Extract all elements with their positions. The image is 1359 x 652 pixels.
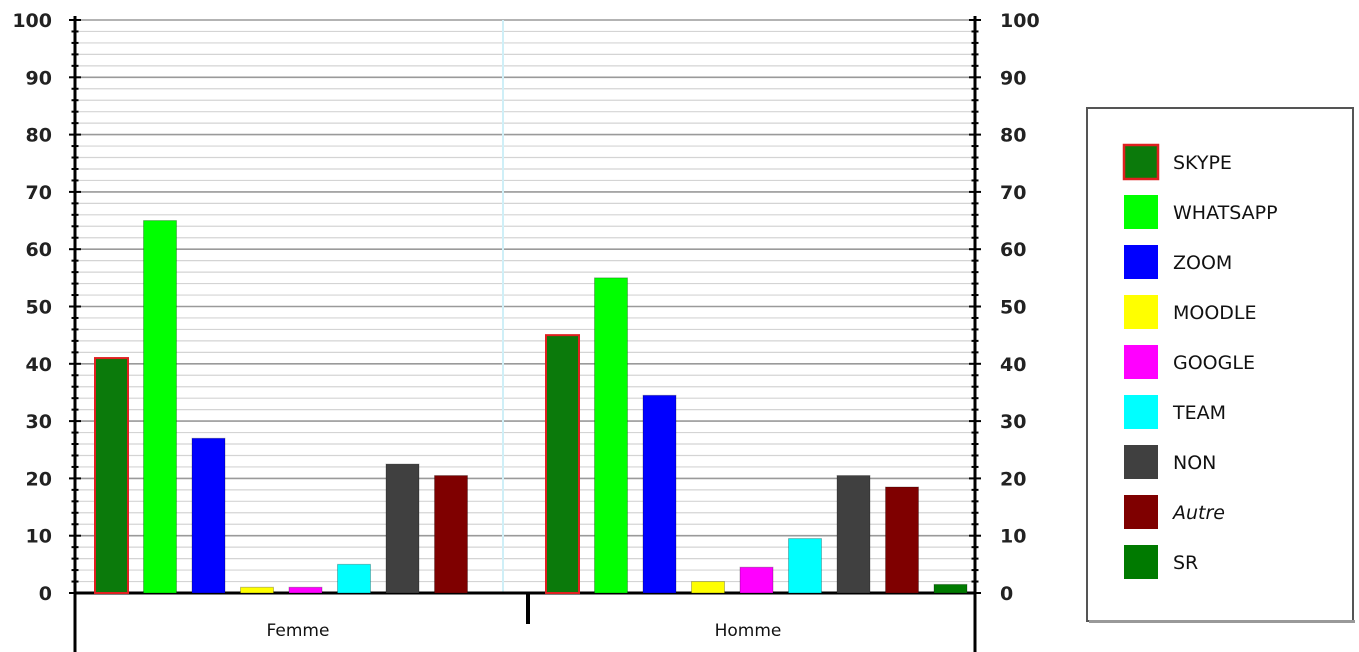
bar-non-femme (385, 463, 420, 594)
y-tick-label-left: 70 (26, 182, 52, 204)
bar-zoom-femme (191, 437, 226, 594)
bar-non-homme (836, 475, 871, 594)
y-tick-label-left: 60 (26, 239, 52, 261)
bar-whatsapp-femme (143, 220, 177, 594)
y-tick-label-right: 60 (1000, 239, 1026, 261)
y-tick-label-right: 70 (1000, 182, 1026, 204)
tick-labels: 0 0 10 10 20 20 30 30 40 40 50 50 60 60 70 70 80 80 90 90 10… (12, 10, 1039, 641)
legend-swatch-sr (1124, 545, 1158, 579)
y-tick-label-right: 80 (1000, 125, 1026, 147)
y-tick-label-left: 20 (26, 468, 52, 490)
legend-label-non: NON (1173, 452, 1216, 474)
legend-label-autre: Autre (1171, 502, 1225, 524)
legend-box-shadow (1089, 620, 1355, 623)
y-tick-label-left: 40 (26, 354, 52, 376)
y-tick-label-left: 80 (26, 125, 52, 147)
legend-label-sr: SR (1173, 552, 1198, 574)
bar-moodle-homme (691, 581, 725, 594)
y-tick-label-left: 30 (26, 411, 52, 433)
legend-label-whatsapp: WHATSAPP (1173, 202, 1278, 224)
legend-swatch-zoom (1124, 245, 1158, 279)
bar-skype-femme (94, 357, 129, 594)
y-tick-label-left: 100 (12, 10, 52, 32)
y-tick-label-right: 40 (1000, 354, 1026, 376)
legend-swatch-non (1124, 445, 1158, 479)
bar-skype-homme (545, 334, 580, 594)
legend-label-team: TEAM (1172, 402, 1226, 424)
x-category-label: Femme (267, 621, 330, 641)
y-tick-label-right: 10 (1000, 526, 1026, 548)
y-tick-label-right: 30 (1000, 411, 1026, 433)
legend-swatch-whatsapp (1124, 195, 1158, 229)
y-tick-label-right: 90 (1000, 67, 1026, 89)
bars (94, 220, 968, 594)
y-tick-label-left: 10 (26, 526, 52, 548)
y-tick-label-right: 100 (1000, 10, 1040, 32)
legend-swatch-autre (1124, 495, 1158, 529)
y-tick-label-left: 0 (39, 583, 52, 605)
bar-google-femme (288, 586, 323, 594)
x-category-label: Homme (715, 621, 782, 641)
legend-label-zoom: ZOOM (1173, 252, 1232, 274)
bar-team-femme (337, 563, 371, 594)
legend-label-moodle: MOODLE (1173, 302, 1257, 324)
legend-label-google: GOOGLE (1173, 352, 1255, 374)
y-tick-label-left: 90 (26, 67, 52, 89)
legend-swatch-google (1124, 345, 1158, 379)
bar-autre-homme (885, 486, 919, 594)
legend-label-skype: SKYPE (1173, 152, 1232, 174)
bar-autre-femme (434, 475, 468, 594)
y-tick-label-right: 50 (1000, 297, 1026, 319)
legend-swatch-moodle (1124, 295, 1158, 329)
bar-moodle-femme (240, 586, 274, 594)
legend-swatch-skype (1122, 143, 1160, 181)
bar-sr-homme (933, 583, 968, 594)
bar-whatsapp-homme (594, 277, 628, 594)
legend-swatch-team (1124, 395, 1158, 429)
y-tick-label-left: 50 (26, 297, 52, 319)
legend: SKYPE WHATSAPP ZOOM MOODLE GOOGLE TEAM NON Autr… (1086, 107, 1355, 623)
bar-google-homme (739, 566, 774, 594)
bar-team-homme (788, 538, 822, 594)
y-tick-label-right: 20 (1000, 468, 1026, 490)
bar-zoom-homme (642, 394, 677, 594)
y-tick-label-right: 0 (1000, 583, 1013, 605)
